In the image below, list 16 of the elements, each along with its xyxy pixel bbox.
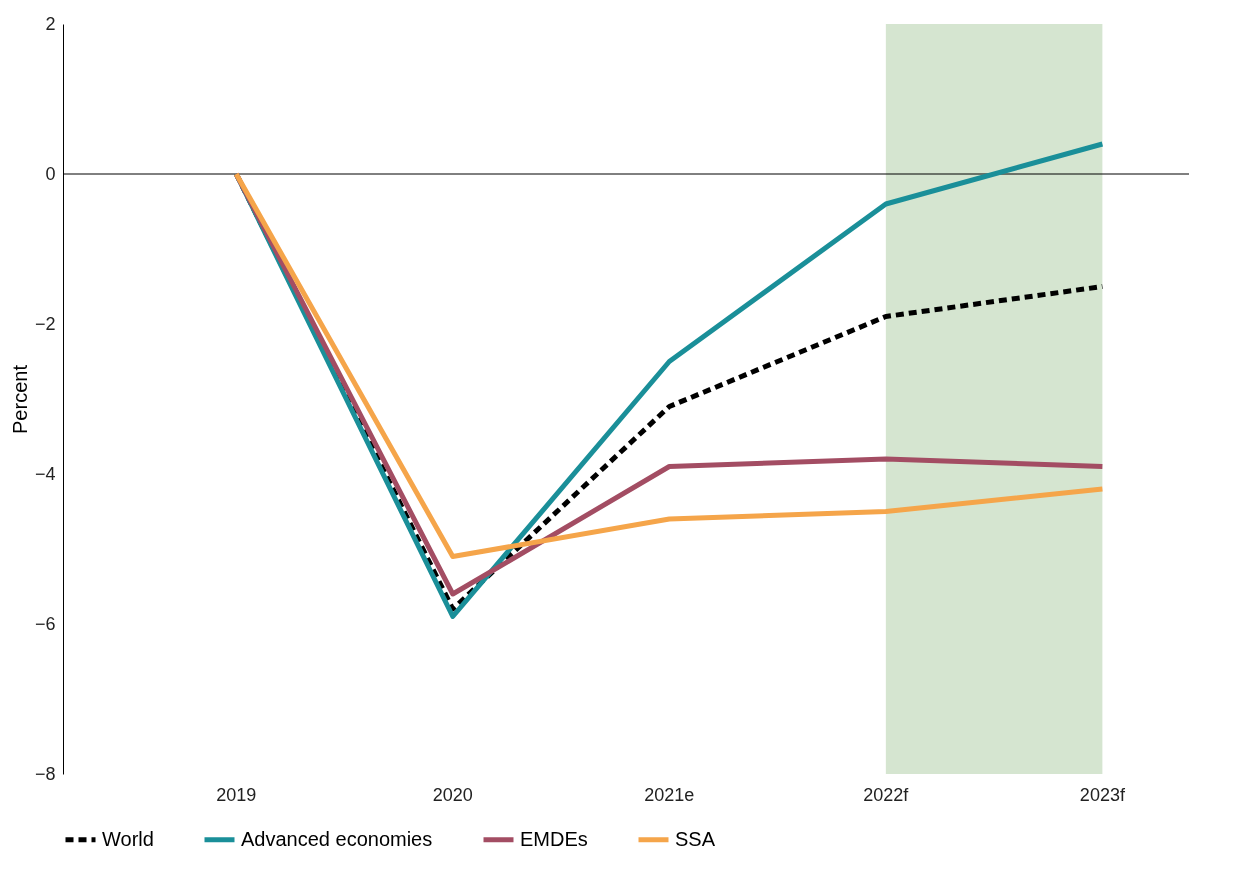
y-tick-label: 2 bbox=[45, 13, 56, 34]
y-tick-label: −2 bbox=[34, 313, 56, 334]
y-tick-label: −4 bbox=[34, 463, 56, 484]
y-tick-label: −6 bbox=[34, 613, 56, 634]
legend-label: Advanced economies bbox=[241, 827, 433, 850]
x-tick-label: 2023f bbox=[1079, 784, 1126, 805]
x-tick-label: 2019 bbox=[216, 784, 257, 805]
legend-label: SSA bbox=[675, 827, 716, 850]
x-tick-label: 2022f bbox=[863, 784, 910, 805]
x-tick-label: 2021e bbox=[644, 784, 695, 805]
y-tick-label: −8 bbox=[34, 763, 56, 784]
x-tick-label: 2020 bbox=[432, 784, 473, 805]
y-axis-title: Percent bbox=[8, 364, 31, 434]
legend-label: World bbox=[102, 827, 154, 850]
legend-label: EMDEs bbox=[520, 827, 588, 850]
y-tick-label: 0 bbox=[45, 163, 56, 184]
